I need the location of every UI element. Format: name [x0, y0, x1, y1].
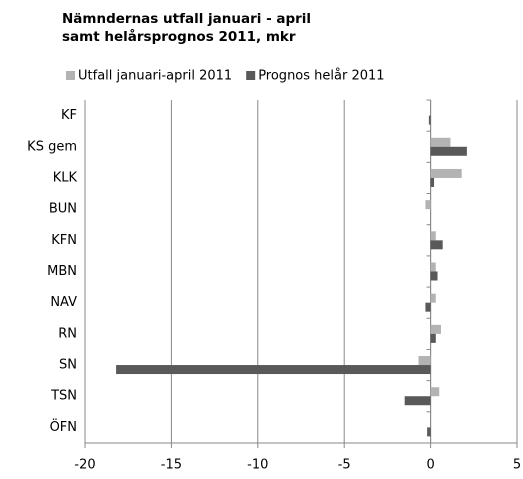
bar	[430, 262, 436, 272]
legend-label: Utfall januari-april 2011	[78, 69, 232, 84]
bar	[430, 333, 436, 343]
bar	[427, 427, 431, 437]
y-tick-label: KF	[61, 108, 77, 123]
x-tick-label: 0	[426, 458, 434, 473]
bar	[430, 231, 436, 241]
bar	[430, 240, 443, 250]
bar	[430, 324, 441, 334]
bar	[404, 396, 431, 406]
y-tick-label: MBN	[47, 264, 77, 279]
bar	[418, 356, 431, 366]
y-tick-label: BUN	[49, 202, 77, 217]
y-tick-label: ÖFN	[50, 418, 77, 435]
chart-title: Nämndernas utfall januari - april samt h…	[62, 11, 312, 45]
bar	[425, 200, 431, 210]
y-tick-label: SN	[59, 358, 77, 373]
x-tick-label: 5	[513, 458, 521, 473]
y-tick-label: KFN	[51, 233, 77, 248]
bar	[428, 115, 431, 125]
bar	[425, 302, 431, 312]
bar	[116, 365, 431, 375]
bar	[430, 271, 438, 281]
x-tick-label: -15	[161, 458, 182, 473]
bar	[430, 293, 436, 303]
x-tick-label: -10	[247, 458, 268, 473]
bar	[430, 177, 435, 187]
x-tick-label: -20	[74, 458, 95, 473]
bar	[430, 168, 462, 178]
legend-swatch	[246, 71, 256, 80]
y-tick-label: KLK	[53, 170, 78, 185]
x-tick-label: -5	[338, 458, 351, 473]
bar	[430, 146, 467, 156]
y-tick-label: TSN	[50, 389, 77, 404]
bar	[430, 137, 451, 147]
y-tick-label: NAV	[50, 295, 77, 310]
legend-swatch	[66, 71, 75, 80]
y-tick-label: RN	[58, 326, 77, 341]
y-tick-label: KS gem	[27, 139, 77, 154]
bar	[430, 387, 440, 397]
legend-label: Prognos helår 2011	[258, 69, 384, 84]
